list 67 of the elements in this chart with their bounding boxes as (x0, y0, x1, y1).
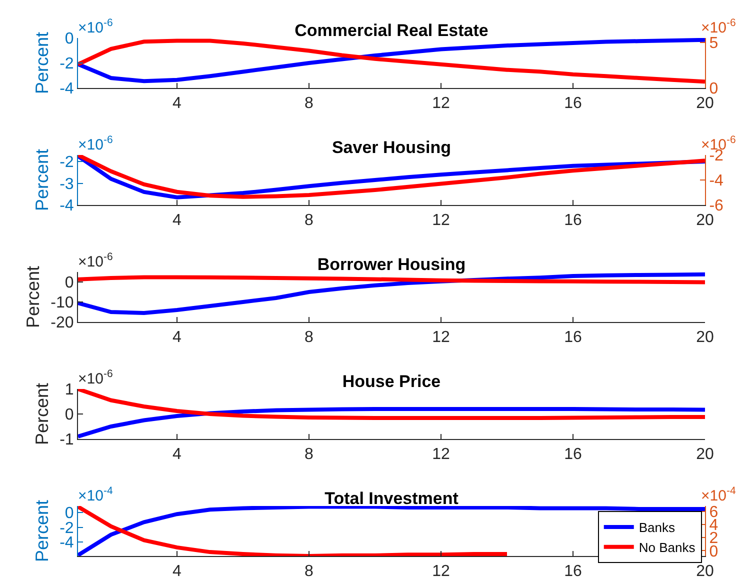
y-tick-label: -3 (60, 176, 74, 193)
y-axis-title: Percent (32, 382, 52, 446)
x-tick-label: 8 (304, 212, 314, 230)
text: ×10$^{-6}$ (78, 134, 113, 154)
y-tick-label: -2 (60, 520, 74, 537)
y-axis-title: Percent (32, 32, 52, 94)
x-tick-label: 8 (304, 446, 314, 464)
y2-tick-label: 5 (709, 35, 718, 52)
x-tick-label: 4 (172, 95, 182, 112)
y-tick-label: -20 (50, 314, 74, 332)
y-axis-title: Percent (22, 266, 43, 328)
text: ×10$^{-6}$ (78, 17, 113, 36)
y-axis-title: Percent (32, 148, 52, 212)
y-tick-label: 0 (64, 274, 74, 292)
x-tick-label: 8 (304, 329, 314, 346)
text: ×10$^{-6}$ (701, 17, 736, 36)
x-tick-label: 12 (432, 446, 450, 464)
legend-label: Banks (638, 520, 676, 536)
y-tick-label: -4 (60, 534, 74, 552)
y2-tick-label: -6 (709, 198, 724, 215)
x-tick-label: 20 (696, 212, 714, 230)
line-series (78, 506, 509, 556)
x-tick-label: 16 (564, 563, 582, 580)
y-tick-label: -4 (60, 80, 74, 98)
x-tick-label: 20 (696, 95, 714, 112)
x-tick-label: 12 (432, 95, 450, 112)
text: ×10$^{-4}$ (78, 485, 113, 504)
x-tick-label: 16 (564, 212, 582, 230)
x-tick-label: 12 (432, 212, 450, 230)
y2-tick-label: 0 (709, 80, 718, 98)
y-tick-label: -4 (60, 198, 74, 215)
chart-title: House Price (342, 372, 441, 391)
x-tick-label: 16 (564, 446, 582, 464)
x-tick-label: 20 (696, 329, 714, 346)
legend-label: No Banks (638, 540, 696, 555)
chart-title: Saver Housing (332, 138, 452, 157)
y-tick-label: 1 (64, 382, 74, 399)
line-series (78, 506, 705, 556)
y-tick-label: -2 (60, 56, 74, 73)
y2-tick-label: -4 (709, 172, 724, 190)
x-tick-label: 20 (696, 446, 714, 464)
text: ×10$^{-4}$ (701, 485, 736, 504)
x-tick-label: 8 (304, 95, 314, 112)
x-tick-label: 4 (172, 446, 182, 464)
y-tick-label: -2 (60, 154, 74, 172)
x-tick-label: 8 (304, 563, 314, 580)
chart-title: Borrower Housing (317, 255, 466, 274)
chart-title: Commercial Real Estate (294, 21, 488, 40)
x-tick-label: 12 (432, 563, 450, 580)
chart-title: Total Investment (324, 489, 459, 508)
x-tick-label: 12 (432, 329, 450, 346)
x-tick-label: 4 (172, 212, 182, 230)
y-axis-title: Percent (32, 500, 52, 562)
y-tick-label: 0 (64, 30, 74, 48)
x-tick-label: 20 (696, 563, 714, 580)
y-tick-label: 0 (64, 406, 74, 424)
y-tick-label: -10 (50, 294, 74, 312)
y2-tick-label: 0 (709, 543, 718, 560)
line-series (78, 389, 705, 420)
x-tick-label: 4 (172, 329, 182, 346)
x-tick-label: 16 (564, 95, 582, 112)
y-tick-label: -1 (60, 432, 74, 449)
x-tick-label: 16 (564, 329, 582, 346)
text: ×10$^{-6}$ (78, 251, 113, 270)
text: ×10$^{-6}$ (78, 368, 113, 388)
x-tick-label: 4 (172, 563, 182, 580)
y-tick-label: 0 (64, 505, 74, 522)
